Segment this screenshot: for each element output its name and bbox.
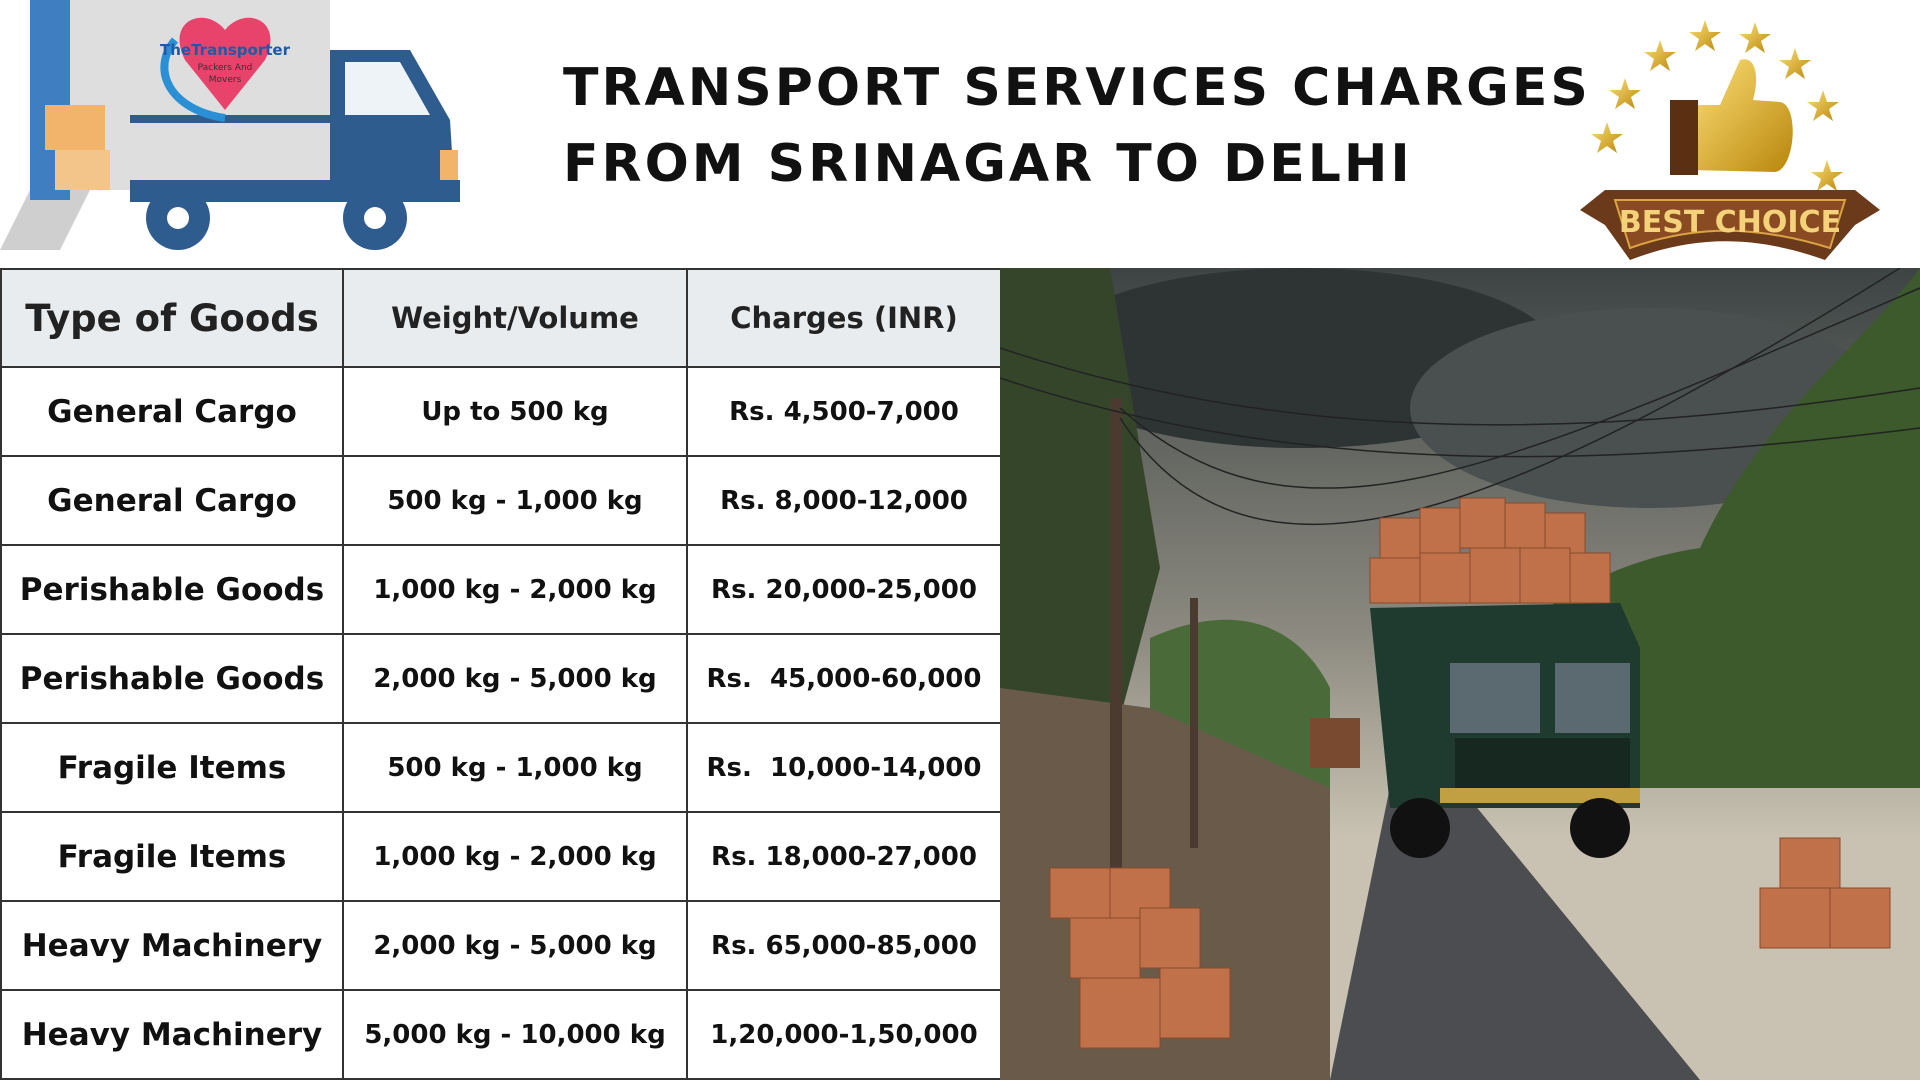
table-cell: Fragile Items xyxy=(0,811,344,902)
table-cell: Up to 500 kg xyxy=(342,366,688,457)
header-row: Type of Goods Weight/Volume Charges (INR) xyxy=(0,268,1002,368)
table-cell: Rs. 4,500-7,000 xyxy=(686,366,1002,457)
table-cell: 1,20,000-1,50,000 xyxy=(686,989,1002,1080)
logo-truck: TheTransporter Packers And Movers xyxy=(0,0,460,250)
table-cell: Fragile Items xyxy=(0,722,344,813)
table-row: Heavy Machinery 5,000 kg - 10,000 kg 1,20,… xyxy=(0,989,1002,1080)
table-cell: Heavy Machinery xyxy=(0,989,344,1080)
table-row: General Cargo Up to 500 kg Rs. 4,500-7,000 xyxy=(0,366,1002,457)
table-cell: General Cargo xyxy=(0,366,344,457)
table-cell: Perishable Goods xyxy=(0,633,344,724)
table-cell: 2,000 kg - 5,000 kg xyxy=(342,633,688,724)
logo-text: TheTransporter xyxy=(160,41,291,59)
logo-text: Movers xyxy=(209,75,242,85)
table-row: Fragile Items 1,000 kg - 2,000 kg Rs. 18,0… xyxy=(0,811,1002,902)
table-cell: Rs. 20,000-25,000 xyxy=(686,544,1002,635)
title-line: FROM SRINAGAR TO DELHI xyxy=(563,134,1413,194)
table-row: Fragile Items 500 kg - 1,000 kg Rs. 10,000… xyxy=(0,722,1002,813)
table-cell: 1,000 kg - 2,000 kg xyxy=(342,811,688,902)
table-row: General Cargo 500 kg - 1,000 kg Rs. 8,000-… xyxy=(0,455,1002,546)
table-cell: 1,000 kg - 2,000 kg xyxy=(342,544,688,635)
table-row: Perishable Goods 1,000 kg - 2,000 kg Rs. 2… xyxy=(0,544,1002,635)
table-cell: Rs. 10,000-14,000 xyxy=(686,722,1002,813)
charges-table: Type of Goods Weight/Volume Charges (INR) … xyxy=(0,268,1002,1080)
column-header: Type of Goods xyxy=(0,268,344,368)
table-cell: 2,000 kg - 5,000 kg xyxy=(342,900,688,991)
table-cell: 5,000 kg - 10,000 kg xyxy=(342,989,688,1080)
table-cell: 500 kg - 1,000 kg xyxy=(342,722,688,813)
table-cell: Perishable Goods xyxy=(0,544,344,635)
table-row: Heavy Machinery 2,000 kg - 5,000 kg Rs. 65… xyxy=(0,900,1002,991)
table-body: General Cargo Up to 500 kg Rs. 4,500-7,000… xyxy=(0,366,1002,1080)
table-cell: Heavy Machinery xyxy=(0,900,344,991)
table-cell: Rs. 18,000-27,000 xyxy=(686,811,1002,902)
badge-text: BEST CHOICE xyxy=(1619,205,1841,240)
column-header: Weight/Volume xyxy=(342,268,688,368)
title: TRANSPORT SERVICES CHARGES FROM SRINAGAR… xyxy=(563,50,1591,202)
table-cell: Rs. 45,000-60,000 xyxy=(686,633,1002,724)
logo-text: Packers And xyxy=(198,63,253,73)
table-cell: Rs. 65,000-85,000 xyxy=(686,900,1002,991)
truck-photo xyxy=(1000,268,1920,1080)
column-header: Charges (INR) xyxy=(686,268,1002,368)
title-line: TRANSPORT SERVICES CHARGES xyxy=(563,58,1591,118)
table-cell: General Cargo xyxy=(0,455,344,546)
best-choice-badge: BEST CHOICE xyxy=(1580,20,1880,260)
table-cell: Rs. 8,000-12,000 xyxy=(686,455,1002,546)
table-cell: 500 kg - 1,000 kg xyxy=(342,455,688,546)
table-row: Perishable Goods 2,000 kg - 5,000 kg Rs. 4… xyxy=(0,633,1002,724)
